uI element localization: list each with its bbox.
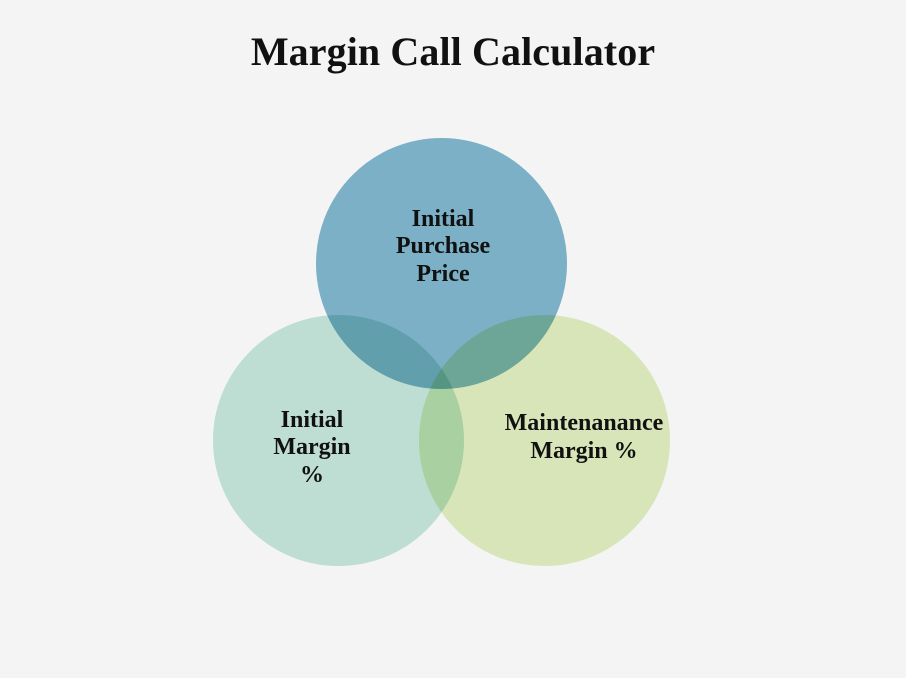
page: Margin Call Calculator Initial Purchase … — [0, 0, 906, 678]
venn-label-right: Maintenanance Margin % — [457, 311, 712, 566]
venn-label-left: Initial Margin % — [185, 321, 440, 576]
venn-circle-right: Maintenanance Margin % — [417, 313, 672, 568]
page-title: Margin Call Calculator — [0, 28, 906, 75]
